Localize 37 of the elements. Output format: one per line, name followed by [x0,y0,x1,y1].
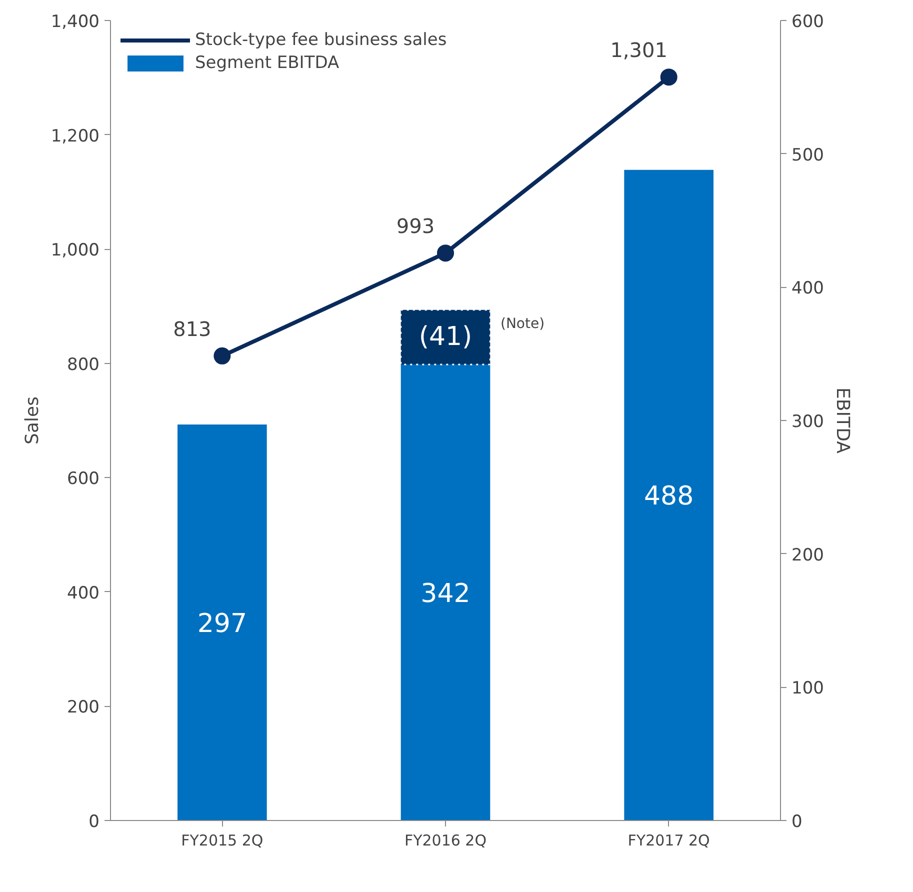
bar [178,424,267,820]
y-tick-label: 600 [67,469,100,490]
y2-tick-label: 200 [792,545,824,566]
y-tick-label: 400 [67,583,100,604]
legend-label: Stock-type fee business sales [195,30,447,50]
x-tick-label: FY2015 2Q [181,832,264,850]
legend-label: Segment EBITDA [195,53,340,73]
y-tick-label: 0 [88,812,100,832]
x-tick-label: FY2017 2Q [628,832,710,850]
point [437,244,454,262]
bar [624,170,714,820]
point [660,68,678,86]
point [214,347,231,364]
y2-tick-label: 300 [792,412,824,432]
y2-tick-label: 500 [792,145,824,166]
y-tick-label: 800 [67,354,100,375]
data-label: (41) [418,322,472,352]
y2-axis-title: EBITDA [832,388,853,454]
y2-tick-label: 100 [792,678,824,699]
y-tick-label: 1,000 [50,240,100,261]
x-tick-label: FY2016 2Q [404,832,487,850]
data-label: 1,301 [610,38,668,62]
data-label: 813 [173,316,212,341]
bar [400,364,490,820]
y-tick-label: 200 [67,698,100,718]
y2-tick-label: 600 [792,12,824,32]
data-label: 342 [420,579,470,609]
y2-tick-label: 400 [792,278,824,299]
data-label: 297 [197,609,247,639]
data-label: 488 [644,482,694,512]
y2-tick-label: 0 [792,812,802,832]
y-tick-label: 1,400 [50,12,100,32]
y-axis-title: Sales [22,396,43,444]
y-tick-label: 1,200 [50,126,100,146]
data-label: 993 [396,214,435,238]
bar [400,309,491,366]
annotation: (Note) [500,316,545,332]
